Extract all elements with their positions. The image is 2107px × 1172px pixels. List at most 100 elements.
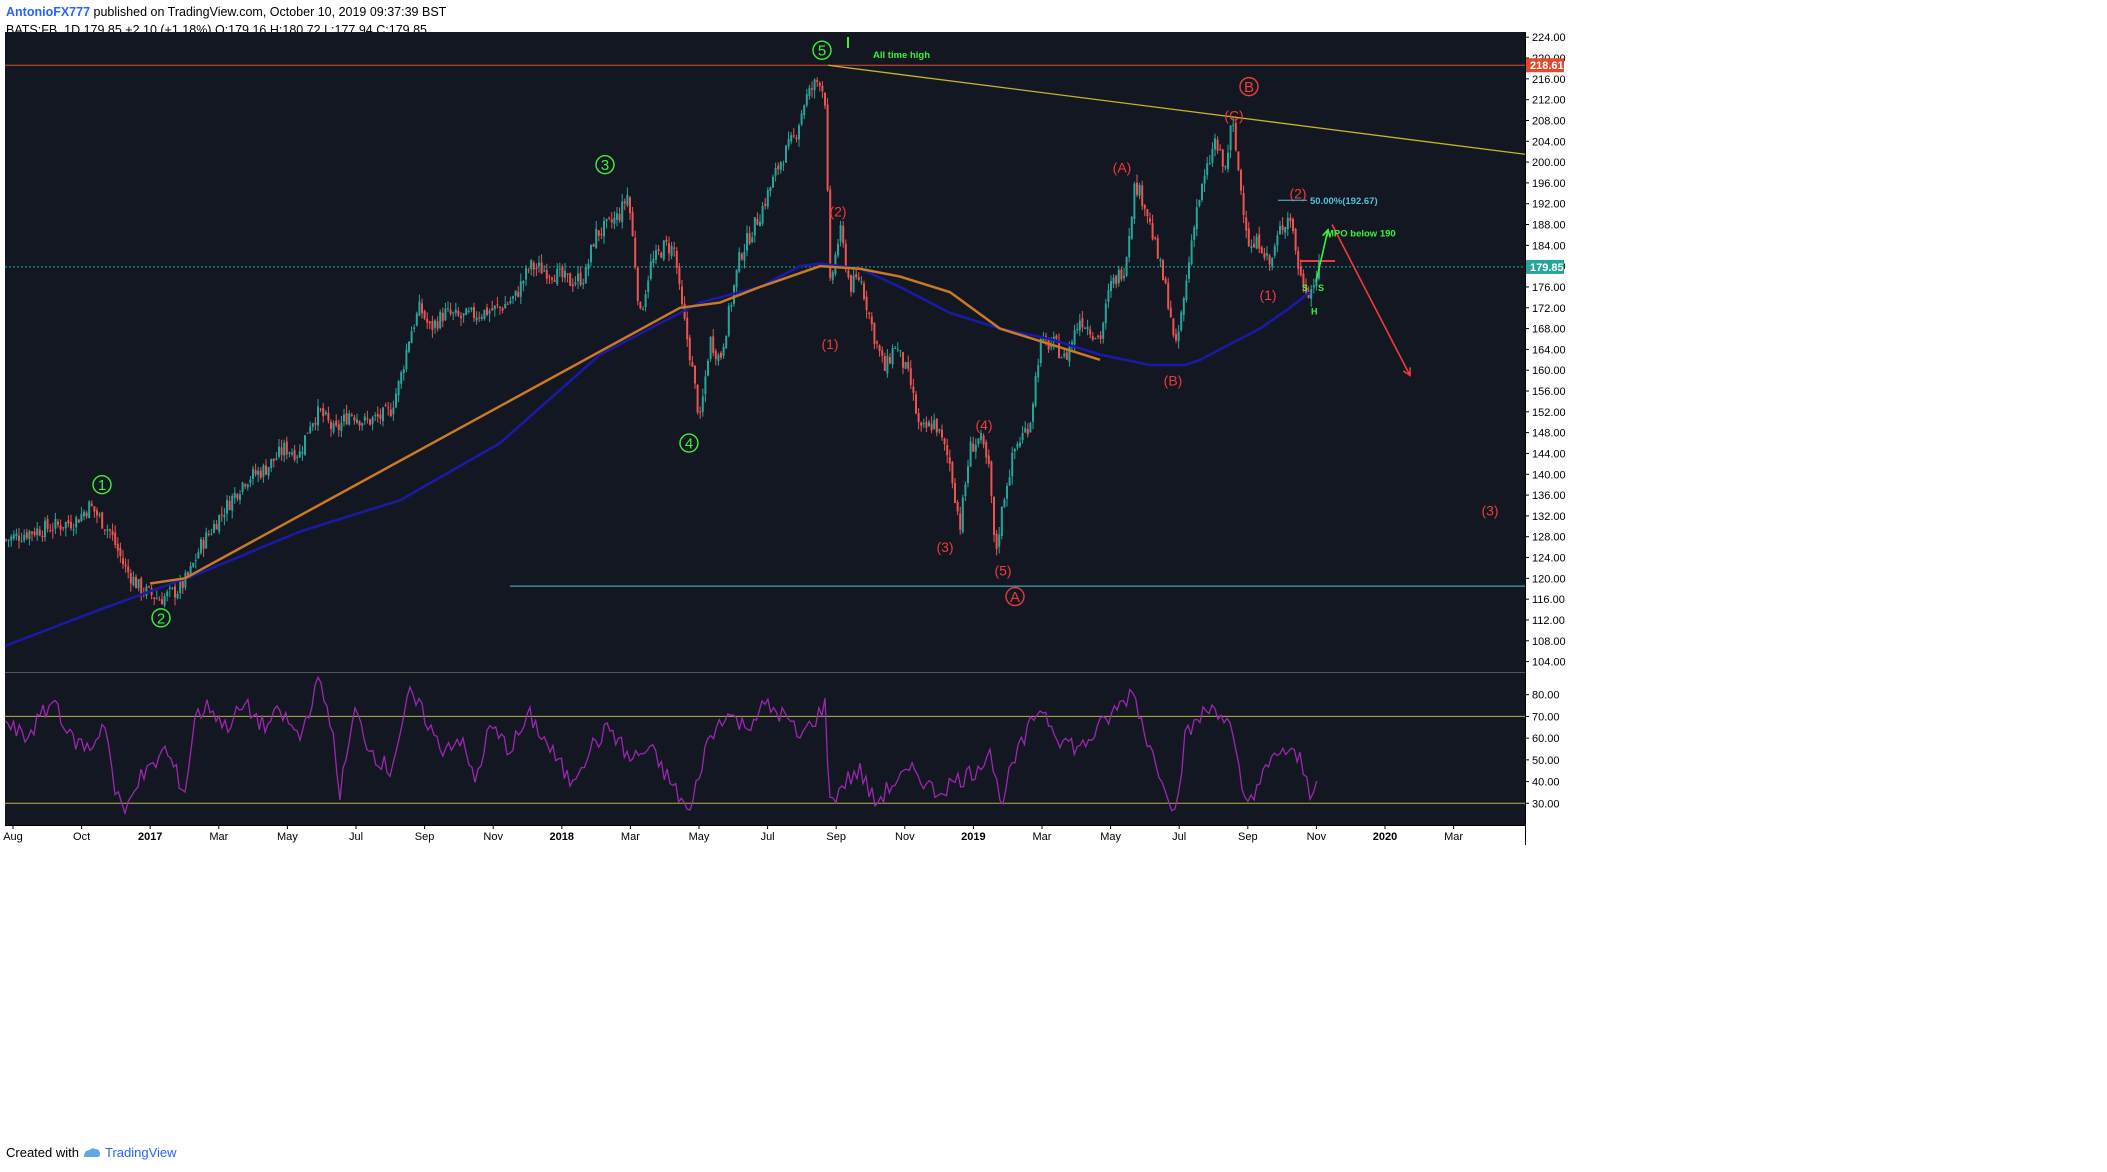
candle-body	[870, 316, 873, 325]
candle-body	[506, 303, 509, 305]
candle-body	[655, 250, 657, 260]
candle-body	[808, 87, 811, 97]
candle-body	[756, 218, 759, 225]
candle-body	[389, 409, 392, 417]
candle-body	[746, 233, 748, 251]
candle-body	[38, 529, 41, 536]
author-link[interactable]: AntonioFX777	[6, 5, 91, 19]
candle-body	[213, 523, 215, 533]
candle-body	[816, 80, 819, 82]
time-tick-label: 2018	[550, 831, 574, 843]
candle-body	[88, 501, 91, 519]
price-tick-label: 212.00	[1532, 95, 1566, 107]
candle-body	[220, 514, 223, 516]
candle-body	[972, 443, 975, 452]
red-arrow-head	[1402, 367, 1411, 377]
annotations: All time high 50.00%(192.67) MPO below 190…	[847, 37, 1396, 316]
fib-label: 50.00%(192.67)	[1310, 196, 1378, 207]
candle-body	[1003, 499, 1006, 508]
wave-label: 1	[98, 477, 106, 494]
candle-body	[699, 411, 702, 413]
candle-body	[374, 415, 377, 417]
candle-body	[639, 302, 642, 309]
candle-body	[761, 206, 764, 224]
candle-body	[337, 424, 340, 430]
candle-body	[1086, 326, 1089, 330]
candle-body	[231, 495, 234, 511]
candle-body	[1099, 335, 1102, 339]
candle-body	[348, 413, 351, 425]
candle-body	[982, 435, 985, 445]
candle-body	[171, 587, 174, 589]
rsi-line	[4, 675, 1318, 816]
candle-body	[158, 599, 161, 601]
candle-body	[369, 419, 371, 425]
candle-body	[1138, 185, 1141, 196]
candle-body	[322, 407, 325, 417]
candle-body	[1081, 318, 1084, 328]
candle-body	[226, 499, 228, 514]
candle-body	[163, 596, 166, 606]
candle-body	[361, 423, 364, 426]
candle-body	[483, 309, 486, 319]
candle-body	[519, 281, 522, 297]
candle-body	[1297, 250, 1300, 269]
time-tick-label: 2017	[138, 831, 162, 843]
candle-body	[1117, 269, 1120, 283]
candle-body	[881, 350, 884, 356]
wave-label: (2)	[1289, 185, 1306, 201]
candle-body	[798, 125, 800, 140]
wave-label: (B)	[1164, 373, 1183, 389]
candle-body	[1032, 403, 1034, 422]
candle-body	[623, 201, 626, 204]
candle-body	[790, 135, 793, 142]
chart-canvas[interactable]: 224.00220.00216.00212.00208.00204.00200.…	[0, 0, 2107, 1140]
candle-body	[673, 247, 676, 249]
candle-body	[600, 234, 603, 236]
price-tick-label: 104.00	[1532, 657, 1566, 669]
candle-body	[343, 414, 345, 422]
candle-body	[5, 539, 7, 541]
candle-body	[1034, 376, 1037, 406]
tradingview-brand[interactable]: TradingView	[104, 1145, 177, 1160]
wave-label: 5	[818, 43, 826, 60]
price-tick-label: 108.00	[1532, 636, 1566, 648]
candle-body	[753, 217, 756, 236]
candle-body	[465, 308, 468, 316]
candle-body	[1214, 138, 1216, 150]
candle-body	[579, 272, 582, 285]
candle-body	[1151, 222, 1154, 240]
candle-body	[384, 404, 387, 407]
candle-body	[192, 562, 195, 567]
horizontal-lines	[5, 64, 1525, 587]
candle-body	[413, 327, 416, 330]
candle-body	[1294, 228, 1297, 251]
candle-body	[1182, 297, 1185, 315]
candle-body	[166, 591, 169, 597]
wave-label: (3)	[1481, 503, 1498, 519]
candle-body	[517, 291, 520, 297]
rsi-pane[interactable]	[5, 673, 1525, 825]
candle-body	[467, 311, 470, 313]
rsi-tick-label: 70.00	[1532, 711, 1560, 723]
candle-body	[408, 341, 410, 352]
candle-body	[350, 414, 353, 416]
candle-body	[764, 203, 767, 206]
candle-body	[548, 276, 551, 278]
wave-label-circle	[1005, 586, 1025, 607]
candle-body	[678, 267, 681, 284]
wave-label: (A)	[1113, 159, 1132, 175]
candle-body	[551, 277, 553, 280]
candle-body	[184, 572, 187, 588]
price-pane[interactable]	[5, 32, 1525, 672]
candle-body	[161, 599, 163, 605]
candle-body	[1162, 260, 1164, 281]
candle-body	[829, 189, 832, 278]
candle-body	[577, 273, 579, 282]
candle-body	[675, 250, 678, 268]
candle-body	[462, 313, 465, 316]
candle-body	[779, 161, 782, 170]
price-axis[interactable]	[1525, 32, 1565, 825]
candle-body	[818, 82, 821, 86]
candle-body	[246, 484, 249, 488]
